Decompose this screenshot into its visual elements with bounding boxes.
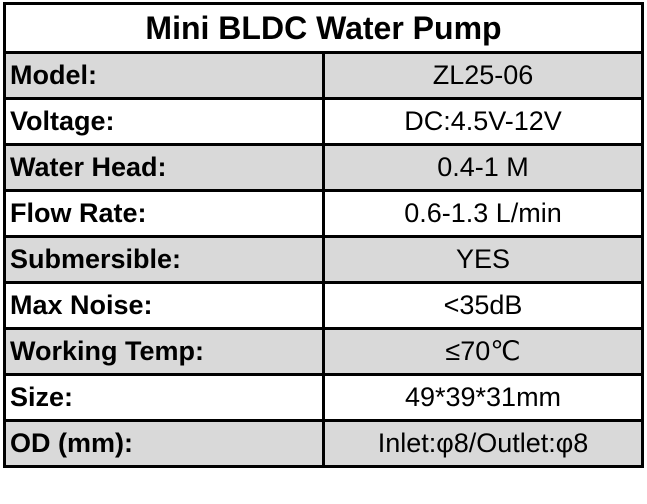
spec-value: YES: [322, 235, 644, 284]
spec-row: Model: ZL25-06: [3, 51, 644, 100]
spec-label: Flow Rate:: [3, 189, 325, 238]
spec-row: Working Temp: ≤70℃: [3, 327, 644, 376]
table-title: Mini BLDC Water Pump: [3, 2, 644, 54]
spec-body: Mini BLDC Water Pump Model: ZL25-06 Voltag…: [3, 2, 644, 468]
spec-label: Model:: [3, 51, 325, 100]
spec-label: OD (mm):: [3, 419, 325, 468]
spec-row: Max Noise: <35dB: [3, 281, 644, 330]
spec-row: Water Head: 0.4-1 M: [3, 143, 644, 192]
spec-value: 0.4-1 M: [322, 143, 644, 192]
spec-label: Max Noise:: [3, 281, 325, 330]
spec-value: 49*39*31mm: [322, 373, 644, 422]
title-row: Mini BLDC Water Pump: [3, 2, 644, 54]
spec-value: 0.6-1.3 L/min: [322, 189, 644, 238]
spec-row: Voltage: DC:4.5V-12V: [3, 97, 644, 146]
spec-value: <35dB: [322, 281, 644, 330]
spec-value: Inlet:φ8/Outlet:φ8: [322, 419, 644, 468]
spec-label: Working Temp:: [3, 327, 325, 376]
spec-label: Voltage:: [3, 97, 325, 146]
spec-label: Water Head:: [3, 143, 325, 192]
spec-row: OD (mm): Inlet:φ8/Outlet:φ8: [3, 419, 644, 468]
spec-row: Size: 49*39*31mm: [3, 373, 644, 422]
spec-label: Size:: [3, 373, 325, 422]
spec-table: Mini BLDC Water Pump Model: ZL25-06 Voltag…: [3, 2, 644, 468]
spec-value: DC:4.5V-12V: [322, 97, 644, 146]
spec-row: Submersible: YES: [3, 235, 644, 284]
spec-label: Submersible:: [3, 235, 325, 284]
spec-value: ZL25-06: [322, 51, 644, 100]
spec-value: ≤70℃: [322, 327, 644, 376]
spec-row: Flow Rate: 0.6-1.3 L/min: [3, 189, 644, 238]
